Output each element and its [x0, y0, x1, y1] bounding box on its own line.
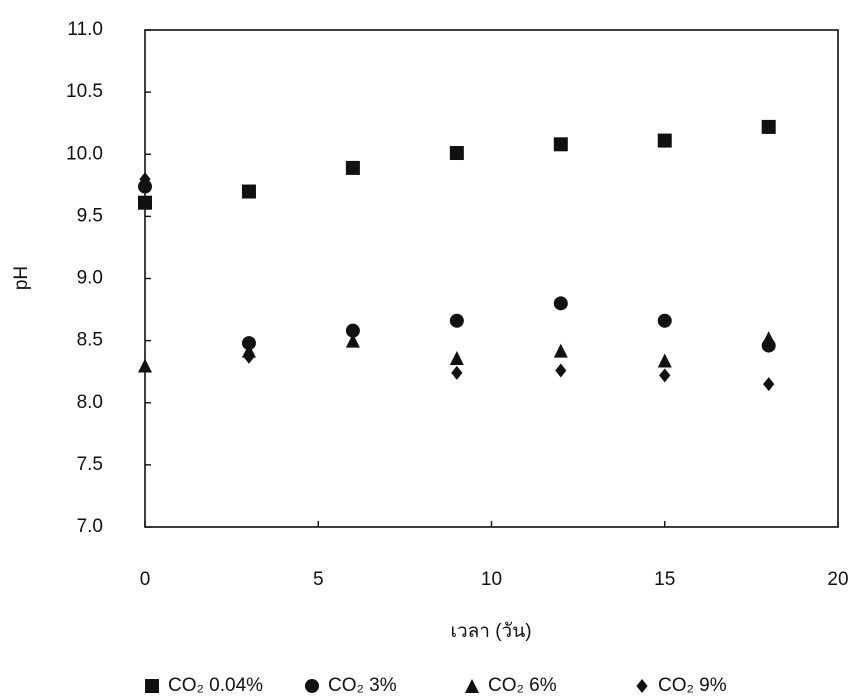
marker-diamond [636, 679, 648, 693]
legend-label: CO₂ 3% [328, 675, 397, 696]
marker-triangle [345, 333, 360, 348]
y-tick-label: 11.0 [67, 19, 103, 40]
marker-square [657, 133, 672, 148]
marker-square [145, 679, 159, 693]
y-tick-label: 10.0 [66, 143, 103, 164]
x-tick-label: 15 [654, 569, 675, 590]
y-axis-label: pH [11, 266, 32, 290]
legend-label: CO₂ 9% [658, 675, 727, 696]
y-tick-label: 10.5 [66, 81, 103, 102]
y-tick-label: 8.5 [77, 330, 103, 351]
x-tick-label: 20 [827, 569, 848, 590]
marker-triangle [465, 679, 479, 693]
x-tick-label: 10 [481, 569, 502, 590]
y-tick-label: 7.5 [77, 454, 103, 475]
marker-diamond [763, 377, 775, 392]
marker-square [138, 195, 152, 210]
marker-square [553, 137, 568, 152]
marker-triangle [761, 331, 776, 346]
x-tick-label: 5 [313, 569, 324, 590]
marker-circle [449, 313, 464, 328]
marker-triangle [657, 353, 672, 368]
y-tick-label: 9.0 [77, 268, 103, 289]
marker-diamond [451, 365, 463, 380]
marker-square [449, 146, 464, 161]
marker-square [241, 184, 256, 199]
marker-diamond [659, 368, 671, 383]
x-tick-label: 0 [140, 569, 151, 590]
marker-triangle [553, 343, 568, 358]
marker-circle [305, 679, 319, 693]
marker-circle [553, 296, 568, 311]
x-axis-label: เวลา (วัน) [450, 621, 531, 642]
marker-diamond [243, 349, 255, 364]
marker-circle [241, 336, 256, 351]
marker-square [345, 160, 360, 175]
marker-diamond [139, 172, 151, 187]
plot-frame [144, 29, 839, 528]
legend-label: CO₂ 6% [488, 675, 557, 696]
marker-square [761, 119, 776, 134]
y-tick-label: 9.5 [77, 205, 103, 226]
marker-triangle [449, 351, 464, 366]
marker-triangle [138, 358, 152, 373]
marker-diamond [555, 363, 567, 378]
y-tick-label: 7.0 [77, 516, 103, 537]
marker-diamond [347, 323, 359, 338]
marker-circle [657, 313, 672, 328]
legend-label: CO₂ 0.04% [168, 675, 263, 696]
marker-circle [138, 179, 152, 194]
y-tick-label: 8.0 [77, 392, 103, 413]
